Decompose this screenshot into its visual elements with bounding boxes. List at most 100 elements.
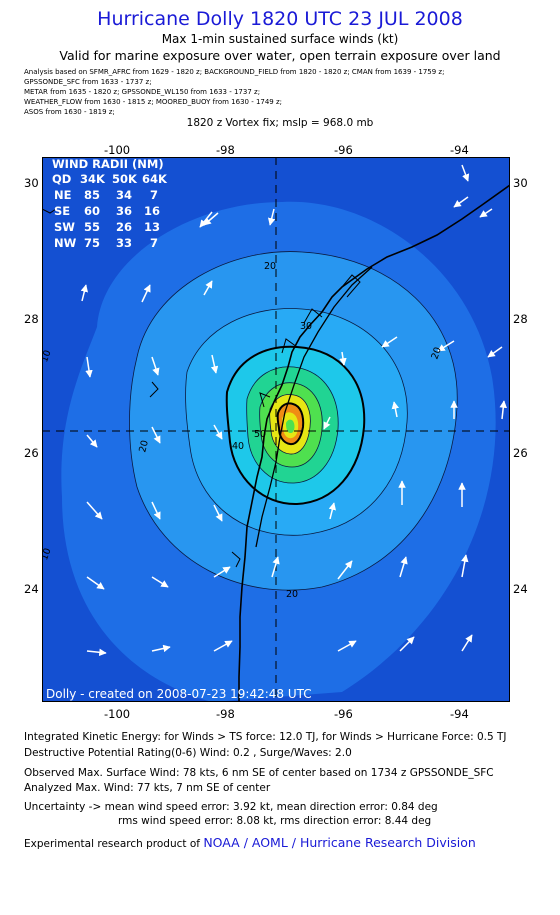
wind-arrow — [151, 501, 161, 520]
lat-tick-right: 26 — [513, 446, 528, 460]
wind-radii-cell: 60 — [84, 204, 100, 218]
lat-tick-right: 24 — [513, 582, 528, 596]
wind-arrow — [453, 196, 469, 208]
wind-arrow — [80, 284, 89, 302]
wind-radii-cell: 55 — [84, 220, 100, 234]
wind-arrow — [151, 576, 169, 588]
vortex-fix: 1820 z Vortex fix; mslp = 968.0 mb — [186, 117, 374, 129]
lon-tick-top: -94 — [450, 143, 469, 157]
wind-radii-cell: 13 — [144, 220, 160, 234]
source-line: METAR from 1635 - 1820 z; GPSSONDE_WL150… — [24, 88, 261, 96]
wind-arrow — [86, 434, 98, 448]
wind-radii-header: 50K — [112, 172, 138, 186]
lat-tick-left: 26 — [24, 446, 39, 460]
subtitle: Max 1-min sustained surface winds (kt) — [161, 32, 399, 46]
wind-radii-cell: 36 — [116, 204, 132, 218]
wind-arrow — [213, 566, 231, 578]
contour-line — [129, 251, 458, 591]
wind-radii-cell: 7 — [150, 188, 158, 202]
contour-label: 10 — [42, 349, 54, 364]
lon-tick-top: -96 — [334, 143, 353, 157]
wind-arrow — [399, 636, 415, 652]
lon-tick-top: -98 — [216, 143, 235, 157]
wind-arrow — [86, 501, 103, 520]
lon-tick-bottom: -94 — [450, 707, 469, 721]
uncertainty-line: Uncertainty -> mean wind speed error: 3.… — [24, 801, 438, 813]
product-credit: Experimental research product of NOAA / … — [24, 835, 476, 850]
wind-radii-cell: 7 — [150, 236, 158, 250]
wind-arrow — [437, 340, 455, 352]
wind-arrow — [381, 336, 398, 348]
contour-line — [246, 366, 339, 484]
contour-label: 20 — [264, 261, 276, 272]
lat-tick-left: 30 — [24, 176, 39, 190]
wind-radii-cell: NE — [54, 188, 72, 202]
wind-field-map: 10 10 20 20 20 20 30 40 50 WIND RADII (N… — [42, 157, 510, 702]
contour-line-34kt — [225, 345, 366, 506]
wind-radii-cell: 33 — [116, 236, 132, 250]
wind-radii-cell: 26 — [116, 220, 132, 234]
contour-label: 50 — [254, 429, 266, 440]
wind-radii-header: 34K — [80, 172, 106, 186]
wind-arrow — [210, 354, 219, 374]
page-title: Hurricane Dolly 1820 UTC 23 JUL 2008 — [97, 8, 463, 30]
wind-arrow — [271, 556, 280, 578]
rms-line: rms wind speed error: 8.08 kt, rms direc… — [118, 815, 432, 827]
wind-radii-cell: 34 — [116, 188, 132, 202]
wind-arrow — [337, 640, 357, 652]
wind-arrow — [328, 502, 337, 520]
lon-tick-bottom: -96 — [334, 707, 353, 721]
wind-radii-cell: SE — [54, 204, 70, 218]
product-prefix: Experimental research product of — [24, 838, 200, 850]
wind-radii-cell: 75 — [84, 236, 100, 250]
wind-arrow — [213, 424, 223, 440]
wind-radii-cell: 85 — [84, 188, 100, 202]
observed-max-line: Observed Max. Surface Wind: 78 kts, 6 nm… — [24, 767, 494, 779]
wind-arrow — [339, 351, 347, 366]
contour-label: 40 — [232, 441, 244, 452]
contour-label: 20 — [429, 346, 443, 361]
wind-arrow — [151, 426, 161, 444]
wind-arrow — [86, 648, 107, 657]
wind-arrow — [151, 356, 160, 376]
lon-tick-bottom: -100 — [104, 707, 131, 721]
contour-label: 20 — [137, 439, 151, 454]
wind-arrow — [461, 554, 469, 578]
contour-fill-75 — [286, 419, 295, 434]
analysis-sources: Analysis based on SFMR_AFRC from 1629 - … — [24, 67, 444, 117]
wind-arrow — [399, 556, 408, 578]
wind-arrow — [85, 356, 93, 378]
source-line: GPSSONDE_SFC from 1633 - 1737 z; — [24, 78, 152, 86]
wind-arrow — [203, 280, 213, 296]
wind-arrow — [86, 576, 105, 590]
wind-radii-cell: SW — [54, 220, 75, 234]
contour-line — [185, 308, 408, 536]
barrier-island — [255, 266, 373, 548]
wind-radii-cell: 16 — [144, 204, 160, 218]
wind-arrow — [213, 640, 233, 652]
lon-tick-bottom: -98 — [216, 707, 235, 721]
dpr-line: Destructive Potential Rating(0-6) Wind: … — [24, 747, 352, 759]
lat-tick-left: 24 — [24, 582, 39, 596]
coastline — [238, 184, 510, 702]
lat-tick-right: 28 — [513, 312, 528, 326]
valid-note: Valid for marine exposure over water, op… — [59, 48, 501, 63]
wind-arrow — [479, 208, 493, 218]
wind-arrow — [203, 212, 219, 226]
contour-label: 20 — [286, 589, 298, 600]
contour-label: 30 — [300, 321, 312, 332]
wind-arrow — [141, 284, 151, 303]
wind-arrow — [499, 400, 507, 420]
analyzed-max-line: Analyzed Max. Wind: 77 kts, 7 nm SE of c… — [24, 782, 271, 794]
bay-outline — [42, 208, 361, 568]
wind-arrow — [487, 346, 503, 358]
map-frame — [42, 157, 510, 702]
wind-arrow — [461, 164, 470, 182]
contour-label: 10 — [42, 547, 54, 562]
wind-arrow — [391, 401, 400, 418]
source-line: ASOS from 1630 - 1819 z; — [24, 108, 115, 116]
wind-radii-header: 64K — [142, 172, 168, 186]
source-line: WEATHER_FLOW from 1630 - 1815 z; MOORED_… — [24, 98, 283, 106]
noaa-aoml-link[interactable]: NOAA / AOML / Hurricane Research Divisio… — [203, 835, 476, 850]
wind-arrow — [151, 644, 171, 653]
